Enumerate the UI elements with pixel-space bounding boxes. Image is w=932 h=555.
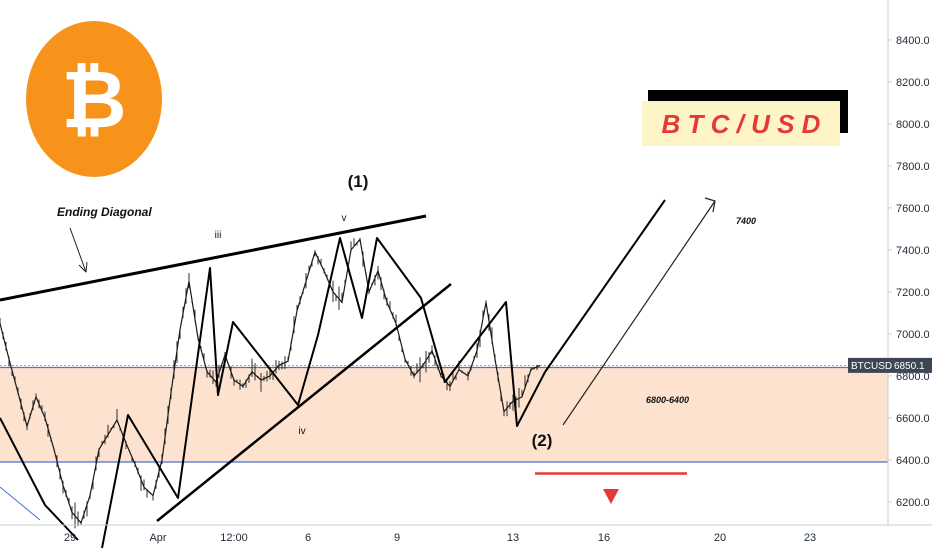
last-price-symbol: BTCUSD — [851, 361, 892, 372]
wave-drawings — [0, 197, 716, 549]
x-tick-label: 23 — [804, 532, 816, 544]
ending-diagonal-arrow — [69, 227, 87, 273]
wave-label-iv: iv — [298, 426, 305, 437]
y-tick-label: 7400.0 — [896, 245, 930, 257]
y-tick-label: 8200.0 — [896, 77, 930, 89]
x-tick-label: 16 — [598, 532, 610, 544]
y-tick-label: 6600.0 — [896, 413, 930, 425]
projection-line — [544, 199, 666, 373]
y-tick-label: 7800.0 — [896, 161, 930, 173]
upper-trendline — [0, 214, 427, 302]
y-tick-label: 7000.0 — [896, 329, 930, 341]
price-axis: 6200.0 6400.0 6600.0 6800.0 7000.0 7200.0 7400… — [848, 0, 932, 525]
bitcoin-logo-icon: ₿ — [26, 21, 162, 177]
x-tick-label: 6 — [305, 532, 311, 544]
y-tick-label: 7600.0 — [896, 203, 930, 215]
down-triangle-icon — [603, 489, 619, 504]
svg-text:₿: ₿ — [61, 55, 126, 144]
ending-diagonal-label: Ending Diagonal — [57, 205, 152, 219]
x-tick-label: 13 — [507, 532, 519, 544]
forecast-arrow-line — [562, 200, 716, 426]
wave-label-iii: iii — [215, 230, 222, 241]
title-banner: B T C / U S D — [642, 90, 848, 146]
forecast-arrow-head — [704, 197, 716, 213]
y-tick-label: 6400.0 — [896, 455, 930, 467]
y-tick-label: 8400.0 — [896, 35, 930, 47]
wave-label-1: (1) — [348, 172, 369, 191]
wave-path — [101, 237, 546, 549]
y-tick-label: 8000.0 — [896, 119, 930, 131]
time-axis: 29 Apr 12:00 6 9 13 16 20 23 — [0, 524, 932, 544]
wave-label-2: (2) — [532, 431, 553, 450]
blue-trend-stub — [0, 486, 41, 521]
wave-path — [0, 417, 79, 541]
y-tick-label: 7200.0 — [896, 287, 930, 299]
last-price-tag: BTCUSD 6850.1 — [848, 357, 932, 373]
x-tick-label: 12:00 — [220, 532, 248, 544]
support-zone — [0, 367, 888, 462]
x-tick-label: Apr — [149, 532, 166, 544]
y-tick-label: 6800.0 — [896, 371, 930, 383]
x-tick-label: 20 — [714, 532, 726, 544]
lower-trendline — [156, 283, 452, 522]
zone-label: 6800-6400 — [646, 395, 689, 405]
y-tick-label: 6200.0 — [896, 497, 930, 509]
wave-label-v: v — [342, 213, 347, 224]
target-label: 7400 — [736, 216, 756, 226]
price-series-line — [0, 238, 541, 525]
x-tick-label: 9 — [394, 532, 400, 544]
x-tick-label: 29 — [64, 532, 76, 544]
chart-title: B T C / U S D — [662, 109, 821, 139]
last-price-value: 6850.1 — [894, 361, 925, 372]
ending-diagonal-arrowhead — [78, 261, 88, 273]
